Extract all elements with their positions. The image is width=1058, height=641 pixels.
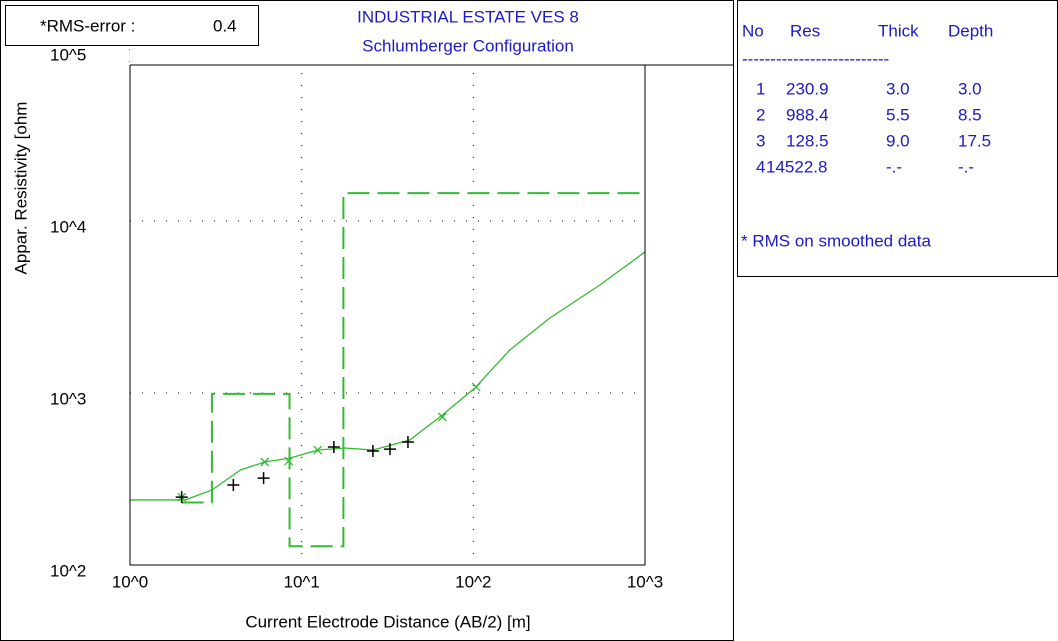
layer-thick: 3.0 <box>886 79 910 98</box>
x-tick-label: 10^1 <box>283 572 319 591</box>
layer-depth: 17.5 <box>958 131 991 150</box>
layer-thick: 5.5 <box>886 105 910 124</box>
layer-no: 2 <box>756 105 765 124</box>
table-note: * RMS on smoothed data <box>741 231 931 250</box>
chart-title: INDUSTRIAL ESTATE VES 8 <box>357 7 579 26</box>
y-tick-label: 10^5 <box>50 45 86 64</box>
observed-point <box>257 472 270 485</box>
layer-depth: 3.0 <box>958 79 982 98</box>
layer-depth: -.- <box>958 157 974 176</box>
x-axis-label: Current Electrode Distance (AB/2) [m] <box>245 612 530 631</box>
table-header: Thick <box>878 21 919 40</box>
chart-subtitle: Schlumberger Configuration <box>362 36 574 55</box>
layer-res: 14522.8 <box>766 157 827 176</box>
table-panel <box>737 0 1058 277</box>
x-tick-label: 10^0 <box>112 572 148 591</box>
layer-depth: 8.5 <box>958 105 982 124</box>
rms-label: *RMS-error : <box>40 16 135 35</box>
table-header: Depth <box>948 21 993 40</box>
model-step <box>181 192 645 548</box>
layer-thick: -.- <box>886 157 902 176</box>
smoothed-point <box>471 382 481 392</box>
x-tick-label: 10^3 <box>627 572 663 591</box>
table-rule: -------------------------- <box>742 49 889 68</box>
observed-point <box>327 441 340 454</box>
layer-no: 4 <box>756 157 765 176</box>
layer-thick: 9.0 <box>886 131 910 150</box>
y-tick-label: 10^2 <box>50 561 86 580</box>
plot-panel <box>0 0 734 641</box>
observed-point <box>227 478 240 491</box>
x-tick-label: 10^2 <box>455 572 491 591</box>
observed-point <box>366 445 379 458</box>
y-tick-label: 10^4 <box>50 217 86 236</box>
smoothed-point <box>284 456 294 466</box>
layer-res: 988.4 <box>786 105 829 124</box>
fitted-curve <box>130 251 646 501</box>
observed-point <box>175 491 188 504</box>
y-tick-label: 10^3 <box>50 389 86 408</box>
rms-value: 0.4 <box>213 16 237 35</box>
layer-no: 3 <box>756 131 765 150</box>
y-axis-label: Appar. Resistivity [ohm <box>11 102 30 275</box>
layer-res: 128.5 <box>786 131 829 150</box>
smoothed-point <box>260 457 270 467</box>
smoothed-point <box>437 412 447 422</box>
layer-res: 230.9 <box>786 79 829 98</box>
rms-box <box>5 5 259 46</box>
smoothed-point <box>313 445 323 455</box>
layer-no: 1 <box>756 79 765 98</box>
observed-point <box>401 435 414 448</box>
axes-frame <box>129 65 646 566</box>
table-header: No <box>742 21 764 40</box>
observed-point <box>383 443 396 456</box>
table-header: Res <box>790 21 820 40</box>
